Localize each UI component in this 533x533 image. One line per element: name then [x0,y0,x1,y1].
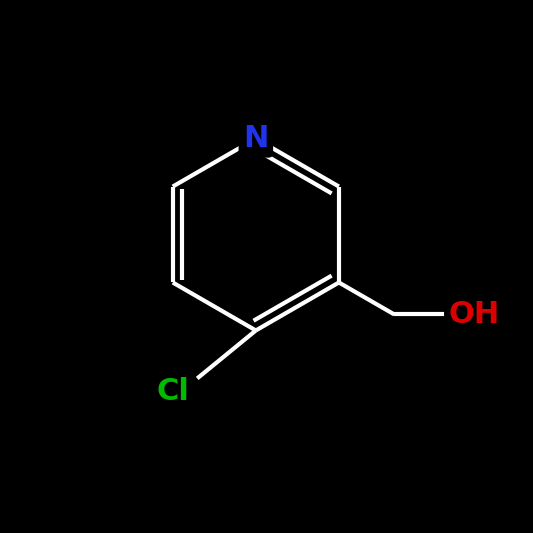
Text: N: N [243,124,269,153]
Text: OH: OH [449,300,500,329]
Text: Cl: Cl [157,377,190,406]
